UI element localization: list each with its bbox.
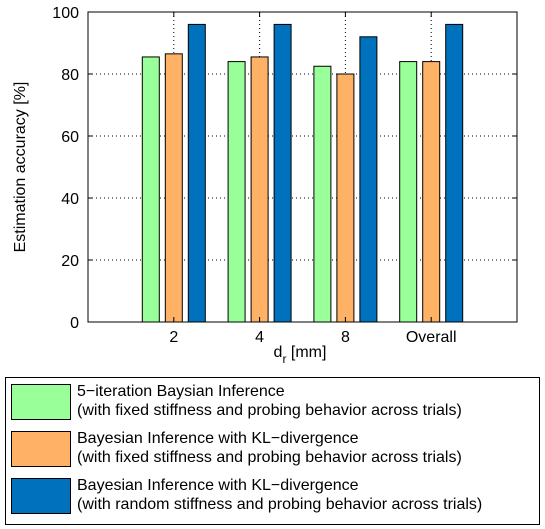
- y-tick-label: 80: [61, 67, 79, 84]
- legend-label-series-3-line-2: (with random stiffness and probing behav…: [77, 496, 483, 513]
- legend-entry-series-3: Bayesian Inference with KL−divergence (w…: [11, 475, 536, 519]
- y-tick-label: 100: [52, 5, 79, 22]
- legend-label-series-2-line-1: Bayesian Inference with KL−divergence: [77, 430, 359, 447]
- axes-frame: [87, 11, 518, 323]
- bar-series-1-4: [227, 61, 246, 323]
- bar-series-3-8: [359, 36, 378, 323]
- x-axis-label: dr [mm]: [274, 344, 327, 366]
- legend-label-series-3: Bayesian Inference with KL−divergence (w…: [77, 476, 482, 514]
- x-tick-label: 8: [341, 329, 350, 346]
- bar-chart: 0 20 40 60 80 100 2 4 8 Overall Estimation accura…: [12, 5, 518, 366]
- x-tick-label: Overall: [406, 329, 457, 346]
- y-tick-label: 0: [70, 315, 79, 332]
- y-tick-label: 60: [61, 129, 79, 146]
- bar-series-1-2: [141, 56, 160, 323]
- bar-series-2-8: [336, 73, 355, 323]
- legend-label-series-1-line-2: (with fixed stiffness and probing behavi…: [77, 402, 462, 419]
- y-tick-label: 20: [61, 253, 79, 270]
- bar-series-3-2: [187, 23, 206, 323]
- legend-entry-series-1: 5−iteration Baysian Inference (with fixe…: [11, 381, 536, 425]
- bar-series-1-overall: [399, 61, 418, 323]
- bar-series-1-8: [313, 65, 332, 323]
- bar-series-3-4: [273, 23, 292, 323]
- x-tick-label: 2: [169, 329, 178, 346]
- bars: [141, 23, 464, 323]
- legend-swatch-series-1: [11, 384, 71, 420]
- legend-entry-series-2: Bayesian Inference with KL−divergence (w…: [11, 428, 536, 472]
- legend-swatch-series-3: [11, 478, 71, 514]
- legend-label-series-3-line-1: Bayesian Inference with KL−divergence: [77, 477, 359, 494]
- legend-label-series-2-line-2: (with fixed stiffness and probing behavi…: [77, 449, 462, 466]
- y-tick-label: 40: [61, 191, 79, 208]
- x-tick-label: 4: [255, 329, 264, 346]
- y-axis-label: Estimation accuracy [%]: [12, 82, 29, 253]
- bar-series-2-2: [164, 53, 183, 323]
- legend: 5−iteration Baysian Inference (with fixe…: [5, 377, 540, 525]
- legend-label-series-1-line-1: 5−iteration Baysian Inference: [77, 383, 285, 400]
- legend-label-series-1: 5−iteration Baysian Inference (with fixe…: [77, 382, 462, 420]
- axis-ticks: 0 20 40 60 80 100 2 4 8 Overall: [52, 5, 517, 346]
- legend-swatch-series-2: [11, 431, 71, 467]
- legend-label-series-2: Bayesian Inference with KL−divergence (w…: [77, 429, 462, 467]
- bar-series-3-overall: [445, 23, 464, 323]
- bar-series-2-4: [250, 56, 269, 323]
- bar-series-2-overall: [422, 61, 441, 323]
